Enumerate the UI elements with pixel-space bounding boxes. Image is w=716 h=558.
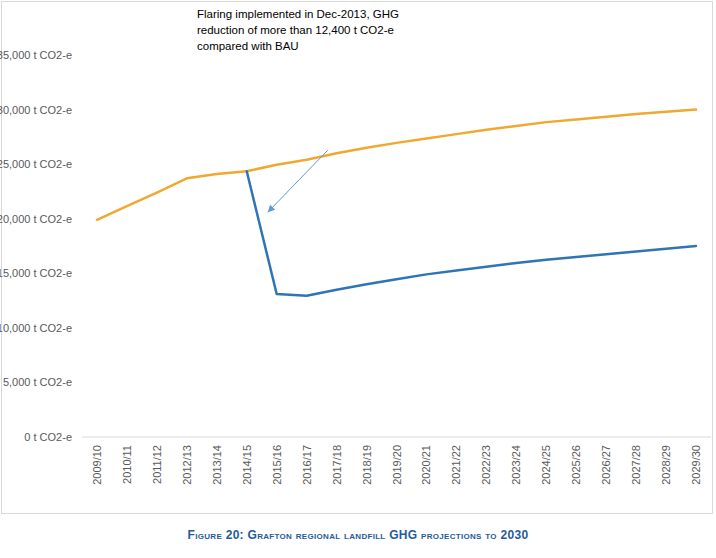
x-tick-label: 2016/17 [301,445,313,485]
series-line [247,171,696,295]
x-tick-label: 2010/11 [121,445,133,484]
x-tick-label: 2009/10 [91,445,103,485]
annotation-arrowhead [268,205,275,212]
x-tick-label: 2028/29 [660,445,672,485]
series-group [97,110,696,296]
y-tick-label: 5,000 t CO2-e [3,376,72,388]
annotation-arrow [268,150,328,212]
x-tick-label: 2021/22 [450,445,462,485]
y-tick-label: 35,000 t CO2-e [0,49,72,61]
x-tick-label: 2015/16 [271,445,283,485]
series-line [97,110,696,220]
chart: 0 t CO2-e 5,000 t CO2-e 10,000 t CO2-e 15,0… [0,0,716,558]
x-tick-label: 2027/28 [630,445,642,485]
x-tick-label: 2011/12 [151,445,163,484]
y-tick-label: 20,000 t CO2-e [0,213,72,225]
x-tick-label: 2029/30 [690,445,702,485]
x-tick-label: 2019/20 [391,445,403,485]
x-tick-label: 2012/13 [181,445,193,485]
annotation-text: reduction of more than 12,400 t CO2-e [197,24,394,36]
x-tick-label: 2017/18 [331,445,343,485]
y-tick-label: 10,000 t CO2-e [0,322,72,334]
y-tick-label: 15,000 t CO2-e [0,267,72,279]
x-tick-label: 2025/26 [570,445,582,485]
y-tick-label: 0 t CO2-e [24,431,72,443]
x-tick-label: 2022/23 [480,445,492,485]
chart-title: Figure 20: Grafton regional landfill GHG… [188,528,529,542]
x-tick-label: 2023/24 [510,445,522,485]
x-axis [82,437,711,438]
y-tick-label: 30,000 t CO2-e [0,104,72,116]
y-tick-label: 25,000 t CO2-e [0,158,72,170]
x-tick-label: 2024/25 [540,445,552,485]
x-tick-label: 2014/15 [241,445,253,485]
chart-frame [2,2,713,514]
x-tick-label: 2018/19 [361,445,373,485]
annotation-text: compared with BAU [197,40,299,52]
x-tick-label: 2020/21 [420,445,432,485]
x-tick-label: 2026/27 [600,445,612,485]
x-tick-label: 2013/14 [211,445,223,485]
annotation-text: Flaring implemented in Dec-2013, GHG [197,8,399,20]
